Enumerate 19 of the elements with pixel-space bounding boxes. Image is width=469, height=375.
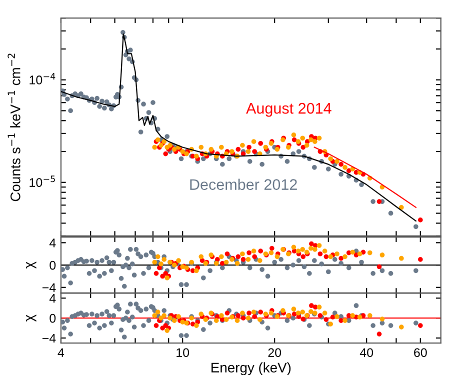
x-tick-label: 4 (58, 348, 64, 357)
y-axis-title: χ (26, 262, 36, 269)
x-tick-label: 10 (176, 348, 190, 358)
series-label: December 2012 (190, 178, 297, 190)
series-label: August 2014 (246, 102, 332, 117)
x-tick-label: 60 (414, 348, 427, 358)
x-tick-label: 40 (360, 348, 374, 358)
x-tick-label: 20 (268, 348, 282, 358)
y-axis-title: χ (26, 314, 36, 322)
y-tick-label: 0 (50, 314, 56, 323)
y-tick-label: 4 (49, 238, 56, 248)
y-tick-label: 0 (50, 260, 56, 270)
y-tick-label: 4 (49, 294, 56, 303)
y-tick-label: 10$^{−5}$ (30, 176, 55, 187)
x-axis-title: Energy (keV) (212, 362, 291, 375)
y-tick-label: 10$^{−4}$ (30, 73, 56, 84)
y-tick-label: −4 (42, 283, 56, 292)
y-axis-title: Counts s$^{−1}$ keV$^{−1}$ cm$^{−2}$ (8, 54, 20, 202)
y-tick-label: −4 (42, 334, 56, 343)
